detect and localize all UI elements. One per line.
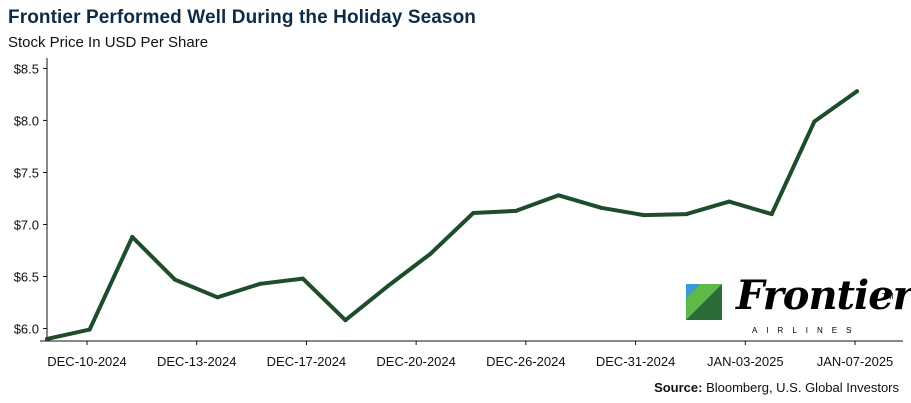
- data-point: [258, 281, 263, 286]
- data-point: [556, 193, 561, 198]
- y-tick-label: $6.5: [14, 269, 39, 284]
- chart-subtitle: Stock Price In USD Per Share: [8, 34, 209, 51]
- y-tick-label: $7.0: [14, 217, 39, 232]
- x-tick-label: DEC-10-2024: [47, 354, 127, 369]
- source-text: Bloomberg, U.S. Global Investors: [702, 380, 899, 395]
- y-tick-label: $8.5: [14, 61, 39, 76]
- x-tick-label: DEC-26-2024: [486, 354, 566, 369]
- source-note: Source: Bloomberg, U.S. Global Investors: [654, 380, 899, 395]
- data-point: [343, 318, 348, 323]
- data-point: [300, 276, 305, 281]
- logo-mark-icon: [686, 284, 722, 320]
- logo-trademark: TM: [882, 292, 894, 301]
- data-point: [428, 251, 433, 256]
- x-tick-label: DEC-31-2024: [596, 354, 676, 369]
- data-point: [727, 199, 732, 204]
- data-point: [513, 208, 518, 213]
- data-point: [684, 212, 689, 217]
- x-tick-label: JAN-07-2025: [817, 354, 894, 369]
- y-tick-label: $6.0: [14, 322, 39, 337]
- chart-title: Frontier Performed Well During the Holid…: [8, 7, 477, 28]
- data-point: [130, 234, 135, 239]
- data-point: [599, 205, 604, 210]
- y-tick-label: $8.0: [14, 113, 39, 128]
- x-tick-label: DEC-17-2024: [267, 354, 347, 369]
- data-point: [45, 336, 49, 341]
- stock-price-line: [45, 89, 859, 341]
- data-point: [641, 213, 646, 218]
- data-point: [386, 283, 391, 288]
- data-point: [215, 295, 220, 300]
- logo-wordmark: Frontier: [736, 272, 911, 319]
- frontier-logo: Frontier TM AIRLINES: [686, 272, 911, 336]
- logo-subtext: AIRLINES: [752, 326, 861, 335]
- data-point: [769, 212, 774, 217]
- data-point: [855, 89, 859, 94]
- y-tick-label: $7.5: [14, 165, 39, 180]
- data-point: [172, 277, 177, 282]
- data-point: [812, 119, 817, 124]
- x-tick-label: JAN-03-2025: [707, 354, 784, 369]
- data-point: [87, 327, 92, 332]
- x-tick-label: DEC-20-2024: [376, 354, 456, 369]
- x-tick-label: DEC-13-2024: [157, 354, 237, 369]
- data-point: [471, 211, 476, 216]
- source-label: Source:: [654, 380, 703, 395]
